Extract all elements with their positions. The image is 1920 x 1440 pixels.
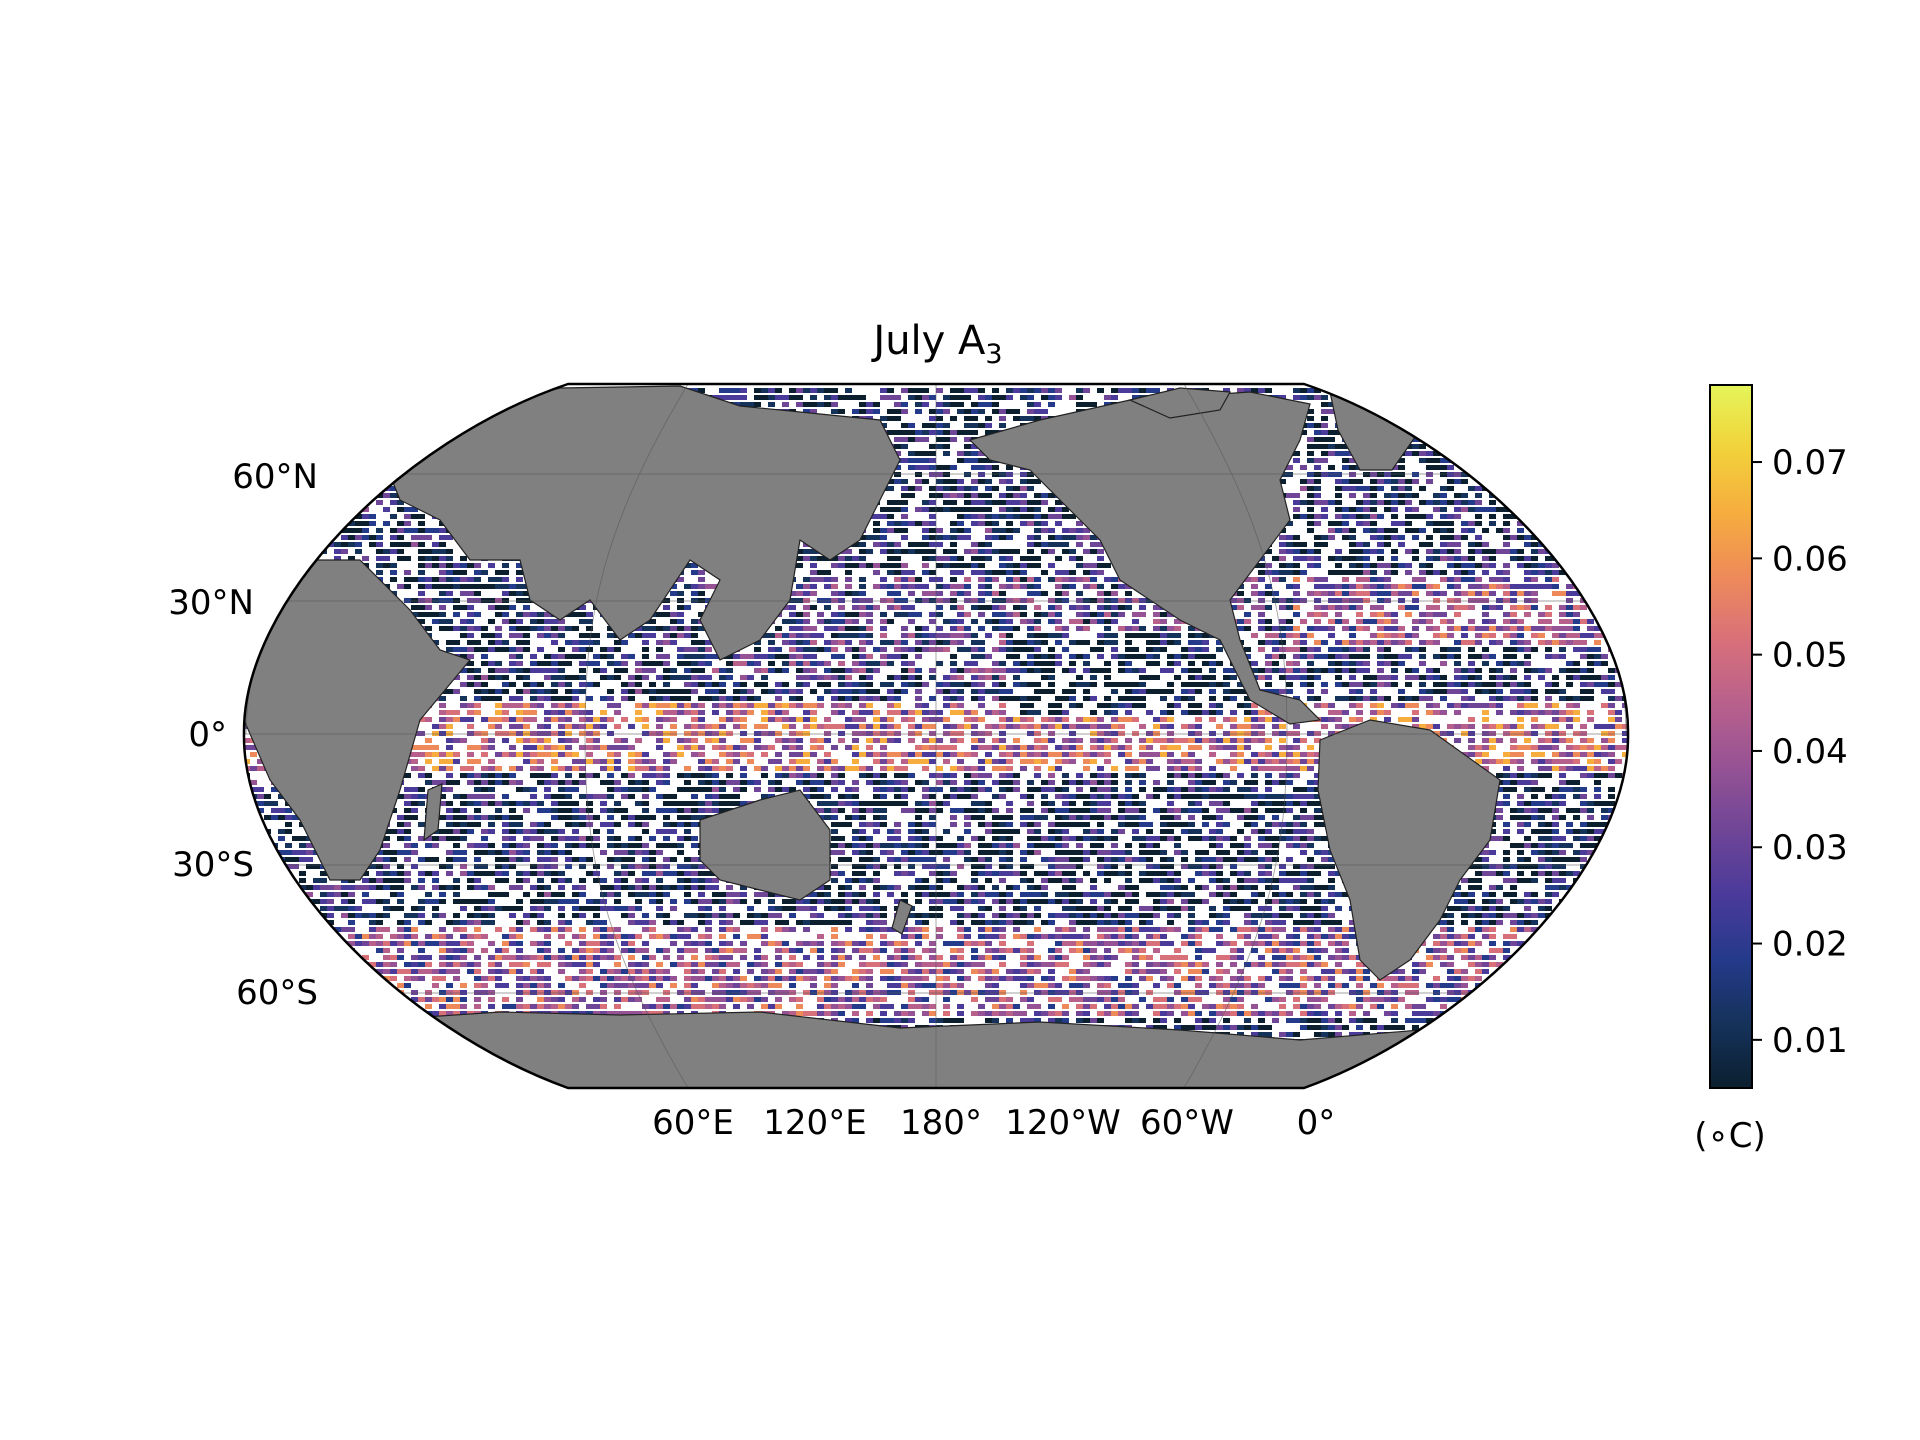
land-south-america — [1317, 719, 1501, 981]
colorbar-unit: (∘C) — [1694, 1116, 1766, 1156]
lat-label-0: 0° — [188, 715, 227, 755]
land-antarctica — [243, 1011, 1629, 1088]
land-eurasia — [387, 385, 901, 661]
title-main: July A — [870, 318, 986, 364]
colorbar-tick-label: 0.07 — [1772, 443, 1848, 483]
colorbar-bar — [1709, 384, 1753, 1089]
colorbar-tick-label: 0.01 — [1772, 1021, 1848, 1061]
lon-label-120w: 120°W — [1005, 1103, 1121, 1143]
land-africa — [243, 559, 472, 881]
lat-label-60s: 60°S — [236, 973, 318, 1013]
colorbar-tick-label: 0.04 — [1772, 732, 1848, 772]
colorbar: 0.01 0.02 0.03 0.04 0.05 0.06 0.07 (∘C) — [1694, 384, 1848, 1156]
colorbar-ticks: 0.01 0.02 0.03 0.04 0.05 0.06 0.07 — [1752, 443, 1848, 1061]
lon-label-60w: 60°W — [1140, 1103, 1234, 1143]
land-new-zealand — [891, 899, 913, 935]
latitude-labels: 60°N 30°N 0° 30°S 60°S — [168, 457, 318, 1013]
graticule — [243, 384, 1629, 1088]
meridian-120e — [584, 384, 689, 1088]
land-australia — [699, 789, 831, 901]
land-masses — [243, 385, 1629, 1088]
lat-label-60n: 60°N — [232, 457, 318, 497]
map-frame — [242, 382, 1630, 1090]
colorbar-tick-label: 0.02 — [1772, 925, 1848, 965]
lat-label-30n: 30°N — [168, 583, 254, 623]
land-madagascar — [423, 783, 443, 842]
map-panel — [242, 382, 1630, 1090]
lon-label-120e: 120°E — [763, 1103, 866, 1143]
lon-label-180: 180° — [900, 1103, 982, 1143]
lon-label-0: 0° — [1297, 1103, 1336, 1143]
chart-title: July A3 — [870, 318, 1002, 370]
longitude-labels: 60°E 120°E 180° 120°W 60°W 0° — [652, 1103, 1335, 1143]
title-subscript: 3 — [985, 339, 1002, 370]
colorbar-tick-label: 0.05 — [1772, 636, 1848, 676]
colorbar-tick-label: 0.06 — [1772, 539, 1848, 579]
lon-label-60e: 60°E — [652, 1103, 734, 1143]
colorbar-tick-label: 0.03 — [1772, 828, 1848, 868]
land-arctic-archipelago — [1128, 387, 1231, 419]
lat-label-30s: 30°S — [172, 845, 254, 885]
meridian-120w — [1183, 384, 1288, 1088]
